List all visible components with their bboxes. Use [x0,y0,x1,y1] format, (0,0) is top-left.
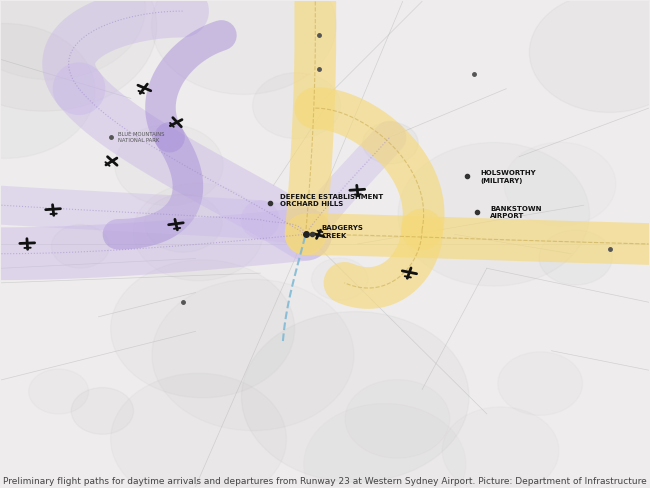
Circle shape [363,122,418,164]
Circle shape [151,0,336,95]
Text: BANKSTOWN
AIRPORT: BANKSTOWN AIRPORT [490,206,541,219]
Circle shape [111,373,287,488]
Circle shape [398,142,590,286]
Circle shape [345,380,450,458]
Text: Preliminary flight paths for daytime arrivals and departures from Runway 23 at W: Preliminary flight paths for daytime arr… [3,477,647,486]
Circle shape [253,73,341,139]
Circle shape [0,23,95,159]
Circle shape [29,369,88,414]
Circle shape [529,0,650,112]
Circle shape [72,387,133,434]
Circle shape [51,224,109,268]
Circle shape [111,260,294,398]
Circle shape [242,312,469,482]
Circle shape [0,0,157,111]
Circle shape [152,279,354,430]
Text: HOLSWORTHY
(MILITARY): HOLSWORTHY (MILITARY) [480,170,536,184]
Circle shape [539,230,612,285]
Circle shape [144,194,222,252]
Circle shape [115,124,223,206]
Circle shape [133,183,263,281]
Text: DEFENCE ESTABLISHMENT
ORCHARD HILLS: DEFENCE ESTABLISHMENT ORCHARD HILLS [280,194,383,207]
Text: BADGERYS
CREEK: BADGERYS CREEK [322,225,363,239]
Text: BLUE MOUNTAINS
NATIONAL PARK: BLUE MOUNTAINS NATIONAL PARK [118,132,164,142]
